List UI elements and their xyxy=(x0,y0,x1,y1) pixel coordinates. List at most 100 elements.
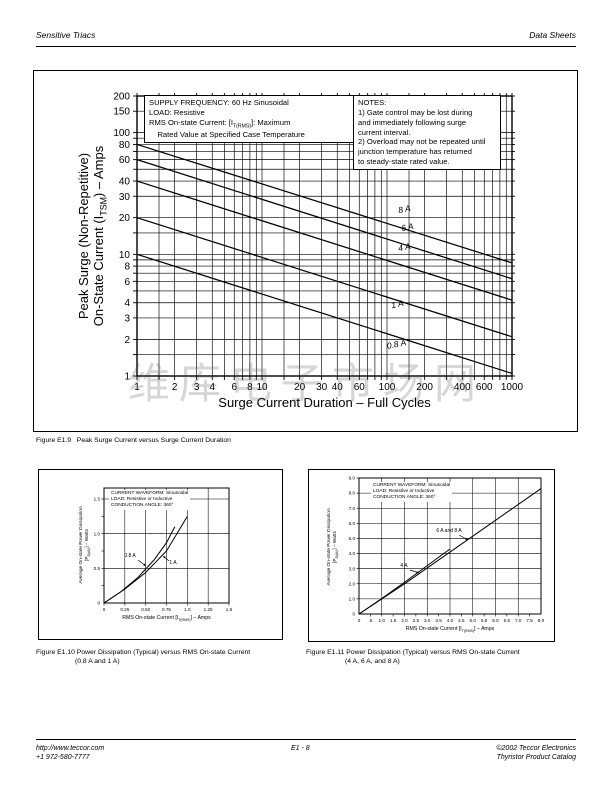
series-curve xyxy=(136,253,513,375)
x-tick-label: 0.50 xyxy=(141,607,150,612)
y-tick-label: 80 xyxy=(119,140,131,151)
footer-copyright: ©2002 Teccor Electronics xyxy=(496,745,576,752)
annotation-line: NOTES: xyxy=(358,98,387,107)
annotation-line: RMS On-state Current: [IT(RMS)]: Maximum xyxy=(149,117,291,130)
curve-label: 4 A xyxy=(397,241,412,253)
x-tick-label: 6.5 xyxy=(504,618,511,623)
x-tick-label: .5 xyxy=(368,618,372,623)
x-tick-label: 3.0 xyxy=(424,618,431,623)
page-header: Sensitive Triacs Data Sheets xyxy=(36,30,576,40)
x-tick-label: 2 xyxy=(172,382,178,393)
x-tick-label: 1.5 xyxy=(226,607,233,612)
y-tick-label: 6.0 xyxy=(349,521,356,526)
callout-arrowhead xyxy=(465,537,468,540)
y-axis-title: Average On-state Power Dissipation [PD(AV… xyxy=(327,508,339,586)
annotation-line: 2) Overload may not be repeated until xyxy=(358,137,486,147)
y-tick-label: 10 xyxy=(119,250,131,261)
x-tick-label: 1.5 xyxy=(390,618,397,623)
x-tick-label: 2.5 xyxy=(413,618,420,623)
callout-arrowhead xyxy=(416,571,419,574)
x-tick-label: 7.0 xyxy=(515,618,522,623)
y-tick-label: 60 xyxy=(119,155,131,166)
annotation-line: 1) Gate control may be lost during xyxy=(358,107,473,117)
series-curve xyxy=(136,217,513,338)
x-tick-label: 0 xyxy=(103,607,106,612)
x-tick-label: 200 xyxy=(416,382,433,393)
x-tick-label: 1.0 xyxy=(184,607,191,612)
supply-frequency-note: SUPPLY FREQUENCY: 60 Hz Sinusoidal LOAD: … xyxy=(144,95,354,143)
x-tick-label: 20 xyxy=(294,382,306,393)
x-tick-label: 60 xyxy=(354,382,366,393)
y-tick-label: 100 xyxy=(113,128,130,139)
footer-rule xyxy=(36,739,576,740)
curve-label: 6 A xyxy=(400,221,415,233)
header-left-title: Sensitive Triacs xyxy=(36,30,96,40)
figure-e1-10-caption-line: (0.8 A and 1 A) xyxy=(75,658,120,665)
annotation-line: current interval. xyxy=(358,127,411,137)
curve-label: 0.8 A xyxy=(386,337,408,351)
y-tick-label: 7.0 xyxy=(349,506,356,511)
x-tick-label: 30 xyxy=(316,382,328,393)
footer-catalog: Thyristor Product Catalog xyxy=(496,754,576,761)
page-footer: http://www.teccor.com +1 972-580-7777 E1… xyxy=(36,744,576,762)
figure-e1-9-caption: Figure E1.9 Peak Surge Current versus Su… xyxy=(36,436,231,445)
series-curve xyxy=(103,516,188,604)
y-tick-label: 20 xyxy=(119,213,131,224)
y-tick-label: 8.0 xyxy=(349,491,356,496)
figure-e1-10-caption-line: Figure E1.10 Power Dissipation (Typical)… xyxy=(36,649,251,656)
x-tick-label: 8 xyxy=(247,382,253,393)
plot-border xyxy=(358,477,542,615)
x-tick-label: 5.0 xyxy=(470,618,477,623)
series-curve xyxy=(103,526,176,604)
y-tick-label: 4 xyxy=(124,298,130,309)
footer-phone: +1 972-580-7777 xyxy=(36,754,90,761)
y-tick-label: 0 xyxy=(97,601,100,606)
x-tick-label: 4 xyxy=(209,382,215,393)
y-tick-label: 1.0 xyxy=(349,596,356,601)
x-tick-label: 10 xyxy=(256,382,268,393)
x-tick-label: 1000 xyxy=(501,382,524,393)
header-right-title: Data Sheets xyxy=(529,30,576,40)
figure-e1-11-caption-line: (4 A, 6 A, and 8 A) xyxy=(345,658,400,665)
figure-e1-11-caption: Figure E1.11 Power Dissipation (Typical)… xyxy=(306,648,520,666)
figure-e1-10-caption: Figure E1.10 Power Dissipation (Typical)… xyxy=(36,648,250,666)
annotation-line: Rated Value at Specified Case Temperatur… xyxy=(149,129,305,139)
figure-e1-11: 0 .5 1.0 1.5 2.0 2.5 3.0 3.5 4.0 4.5 5.0 5.5 6.0 6.5 7… xyxy=(308,469,555,642)
y-tick-label: 3.0 xyxy=(349,566,356,571)
x-tick-label: 6 xyxy=(231,382,237,393)
annotation-line: and immediately following surge xyxy=(358,117,467,127)
x-tick-label: 5.5 xyxy=(481,618,488,623)
x-tick-label: 0.75 xyxy=(162,607,171,612)
series-curve xyxy=(136,143,513,264)
callout-arrowhead xyxy=(163,556,166,559)
x-tick-label: 7.5 xyxy=(526,618,533,623)
curve-label: 1 A xyxy=(390,298,405,310)
annotation-line: LOAD: Resistive or Inductive xyxy=(373,488,435,494)
figure-e1-9: 1 2 3 4 6 8 10 20 30 40 60 100 200 400 600 1000 200 150 10… xyxy=(33,70,578,432)
y-tick-label: 5.0 xyxy=(349,536,356,541)
x-tick-label: 4.0 xyxy=(447,618,454,623)
x-tick-label: 1 xyxy=(134,382,140,393)
footer-left: http://www.teccor.com +1 972-580-7777 xyxy=(36,744,104,762)
x-tick-label: 40 xyxy=(332,382,344,393)
x-tick-label: 6.0 xyxy=(492,618,499,623)
figure-e1-11-caption-line: Figure E1.11 Power Dissipation (Typical)… xyxy=(306,649,520,656)
x-tick-label: 8.0 xyxy=(538,618,545,623)
annotation-line: CONDUCTION ANGLE: 360° xyxy=(111,502,174,508)
x-tick-label: 1.25 xyxy=(204,607,213,612)
x-axis-title: RMS On-state Current [IT(RMS)] – Amps xyxy=(122,615,211,623)
annotation-line: CURRENT WAVEFORM: Sinusoidal xyxy=(111,491,189,496)
x-axis-title: RMS On-state Current [IT(RMS)] – Amps xyxy=(405,626,495,634)
footer-page-number: E1 - 8 xyxy=(290,745,310,752)
y-tick-label: 0 xyxy=(352,612,355,617)
y-tick-label: 3 xyxy=(124,313,130,324)
curve-label: 0.8 A xyxy=(124,553,136,559)
y-tick-label: 1 xyxy=(124,372,130,383)
y-axis-title: Average On-state Power Dissipation [PD(AV… xyxy=(79,506,91,584)
annotation-line: to steady-state rated value. xyxy=(358,157,450,167)
curve-label: 4 A xyxy=(400,563,408,569)
figure-e1-9-caption-line: Figure E1.9 Peak Surge Current versus Su… xyxy=(36,437,231,444)
waveform-annotation: CURRENT WAVEFORM: Sinusoidal LOAD: Resist… xyxy=(109,490,191,510)
x-tick-label: 3 xyxy=(194,382,200,393)
